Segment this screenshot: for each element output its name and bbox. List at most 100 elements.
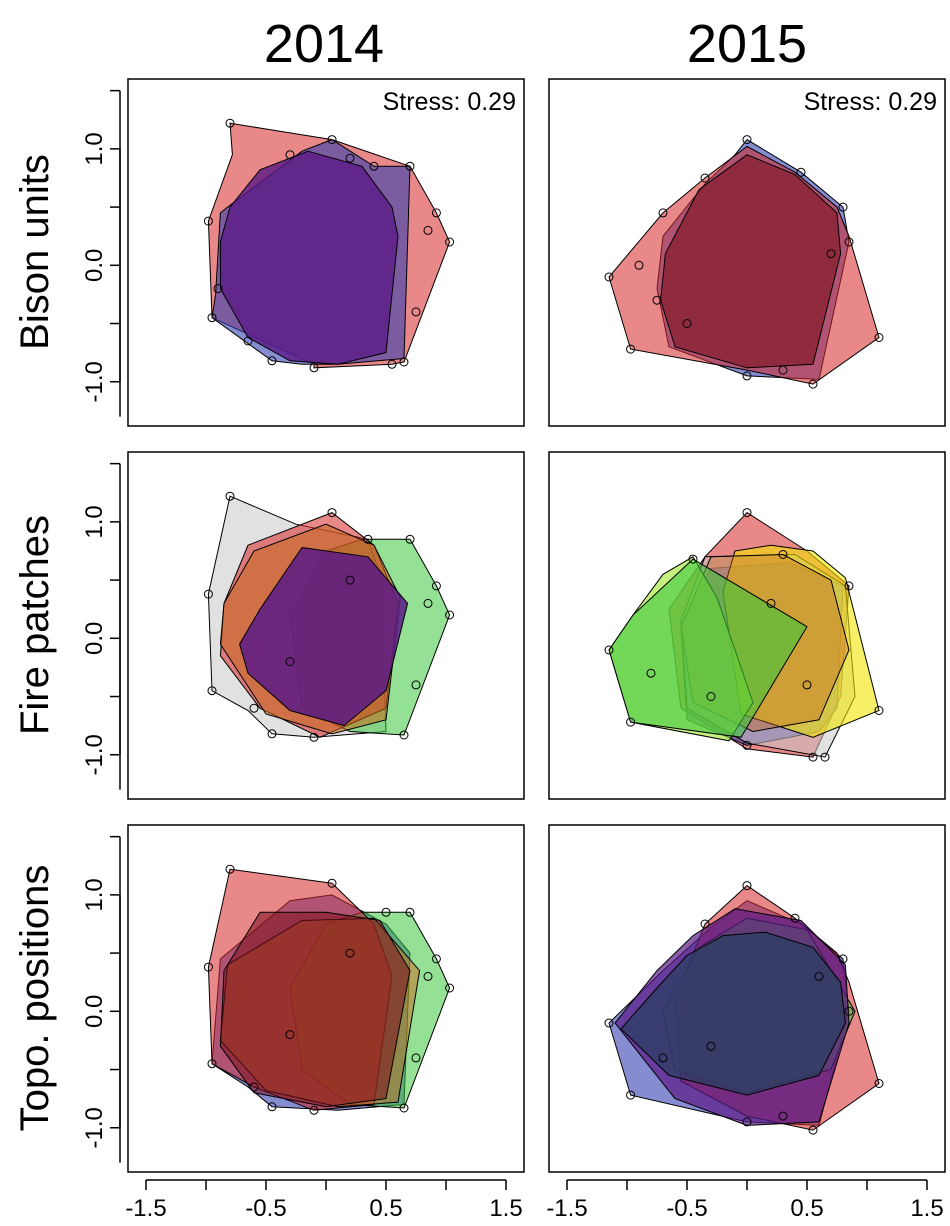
data-point [363, 534, 373, 544]
data-point [431, 954, 441, 964]
data-point [742, 371, 752, 381]
data-point [381, 907, 391, 917]
data-point [688, 554, 698, 564]
data-point [838, 202, 848, 212]
data-point [327, 508, 337, 518]
data-point [423, 971, 433, 981]
data-point [700, 173, 710, 183]
panel-fire-patches-2015 [548, 451, 946, 800]
panel-bison-units-2015: Stress: 0.29 [548, 78, 946, 427]
data-point [742, 508, 752, 518]
data-point [309, 1105, 319, 1115]
data-point [814, 971, 824, 981]
panel-frame [548, 824, 946, 1173]
data-point [207, 686, 217, 696]
data-point [844, 1006, 854, 1016]
y-tick-label: -1.0 [81, 361, 108, 402]
data-point [626, 1090, 636, 1100]
y-tick-label: 1.0 [81, 132, 108, 165]
data-point [634, 260, 644, 270]
data-point [345, 153, 355, 163]
data-point [766, 598, 776, 608]
data-point [267, 356, 277, 366]
data-point [399, 357, 409, 367]
data-point [658, 1053, 668, 1063]
data-point [626, 344, 636, 354]
data-point [652, 295, 662, 305]
data-point [405, 161, 415, 171]
panel-topo-positions-2015: -1.5 -0.5 0.5 1.5 [546, 824, 946, 1222]
data-point [411, 680, 421, 690]
data-point [225, 118, 235, 128]
x-tick-label: 0.5 [369, 1195, 402, 1222]
data-point [808, 752, 818, 762]
data-point [399, 1103, 409, 1113]
x-tick-label: -0.5 [245, 1195, 286, 1222]
hull-purple [239, 546, 409, 727]
data-point [742, 135, 752, 145]
hull-navy [620, 931, 846, 1096]
x-tick-label: -1.5 [125, 1195, 166, 1222]
data-point [808, 379, 818, 389]
x-tick-label: 1.5 [910, 1195, 943, 1222]
data-point [405, 907, 415, 917]
data-point [285, 150, 295, 160]
x-tick-label: -1.5 [546, 1195, 587, 1222]
row-label-fire-patches: Fire patches [13, 515, 57, 735]
data-point [706, 1041, 716, 1051]
data-point [445, 610, 455, 620]
data-point [267, 729, 277, 739]
hull-green [608, 558, 808, 738]
panel-frame [127, 824, 525, 1173]
panel-frame [127, 451, 525, 800]
data-point [778, 550, 788, 559]
data-point [700, 919, 710, 929]
data-point [742, 740, 752, 750]
data-point [213, 284, 223, 294]
panel-frame [548, 451, 946, 800]
x-tick-label: 0.5 [790, 1195, 823, 1222]
data-point [249, 1082, 259, 1092]
data-point [844, 237, 854, 247]
data-point [682, 319, 692, 328]
column-title-2015: 2015 [687, 14, 807, 74]
x-tick-label: 1.5 [489, 1195, 522, 1222]
hull-darkred [219, 911, 411, 1108]
data-point [604, 1018, 614, 1028]
data-point [658, 208, 668, 218]
data-point [399, 730, 409, 740]
data-point [225, 864, 235, 874]
data-point [411, 1053, 421, 1063]
data-point [405, 534, 415, 544]
data-point [225, 491, 235, 501]
panel-topo-positions-2014: -1.0 0.0 1.0 -1.5 -0.5 0.5 1.5 [81, 824, 525, 1222]
data-point [445, 983, 455, 993]
data-point [604, 645, 614, 655]
column-title-2014: 2014 [264, 14, 384, 74]
data-point [874, 706, 884, 715]
data-point [796, 167, 806, 177]
data-point [778, 1111, 788, 1121]
data-point [646, 668, 656, 678]
data-point [203, 962, 213, 972]
data-point [820, 752, 830, 762]
data-point [423, 598, 433, 608]
data-point [285, 657, 295, 667]
panel-frame [127, 78, 525, 427]
data-point [838, 954, 848, 964]
data-point [874, 333, 884, 342]
data-point [207, 313, 217, 323]
data-point [285, 1030, 295, 1040]
data-point [411, 307, 421, 317]
data-point [802, 680, 812, 690]
data-point [844, 581, 854, 591]
data-point [203, 589, 213, 599]
stress-label: Stress: 0.29 [804, 88, 937, 116]
stress-label: Stress: 0.29 [383, 88, 516, 116]
data-point [423, 225, 433, 235]
x-tick-label: -0.5 [666, 1195, 707, 1222]
y-tick-label: -1.0 [81, 734, 108, 775]
data-point [874, 1079, 884, 1088]
data-point [604, 272, 614, 282]
y-tick-label: 0.0 [81, 622, 108, 655]
